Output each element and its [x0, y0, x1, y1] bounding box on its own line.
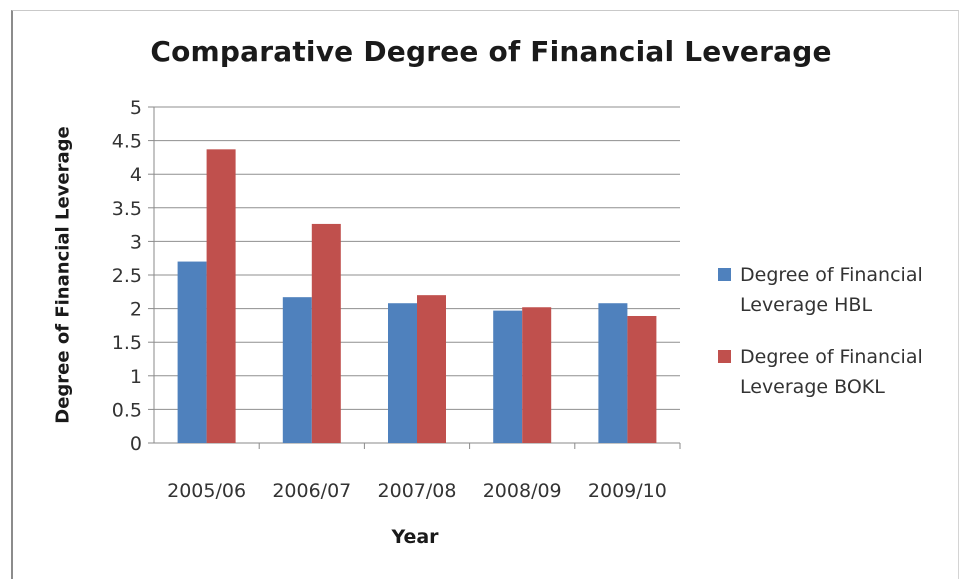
legend-label: Degree of Financial Leverage HBL: [740, 264, 923, 316]
bar: [627, 315, 657, 443]
legend-swatch: [718, 350, 731, 363]
y-tick-label: 5: [130, 97, 142, 119]
bar: [311, 223, 341, 443]
bar: [282, 297, 312, 443]
bar: [522, 307, 552, 443]
chart-area: [11, 10, 959, 579]
bar: [417, 295, 446, 443]
bar: [493, 310, 523, 443]
y-tick-label: 1: [130, 366, 142, 388]
y-tick-label: 2.5: [112, 265, 142, 287]
bar: [206, 149, 236, 443]
y-tick-label: 1.5: [112, 332, 142, 354]
y-tick-label: 3: [130, 231, 142, 253]
y-tick-label: 4.5: [112, 131, 142, 153]
y-tick-label: 0.5: [112, 399, 142, 421]
legend-item: Degree of Financial Leverage BOKL: [718, 342, 954, 402]
legend-label: Degree of Financial Leverage BOKL: [740, 346, 923, 398]
y-tick-label: 3.5: [112, 198, 142, 220]
bar: [388, 303, 417, 443]
chart-title: Comparative Degree of Financial Leverage: [150, 35, 832, 68]
x-axis-title: Year: [391, 526, 439, 548]
x-tick-label: 2009/10: [588, 480, 667, 502]
y-tick-label: 0: [130, 433, 142, 455]
x-tick-label: 2006/07: [272, 480, 351, 502]
bar: [598, 303, 628, 443]
legend: Degree of Financial Leverage HBL Degree o…: [718, 260, 954, 424]
legend-swatch: [718, 268, 731, 281]
x-tick-label: 2007/08: [378, 480, 457, 502]
y-tick-label: 2: [130, 299, 142, 321]
x-tick-label: 2008/09: [483, 480, 562, 502]
legend-item: Degree of Financial Leverage HBL: [718, 260, 954, 320]
x-tick-label: 2005/06: [167, 480, 246, 502]
y-tick-label: 4: [130, 164, 142, 186]
bar: [177, 261, 207, 443]
